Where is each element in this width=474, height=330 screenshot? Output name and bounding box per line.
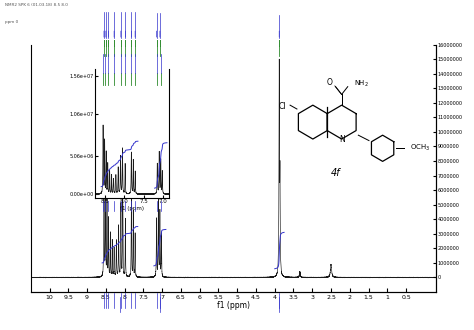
X-axis label: f1 (ppm): f1 (ppm) (217, 301, 250, 310)
Text: NH$_2$: NH$_2$ (354, 79, 369, 89)
Text: 4f: 4f (331, 168, 340, 178)
Text: ppm 0: ppm 0 (5, 20, 18, 24)
X-axis label: f1 (ppm): f1 (ppm) (120, 206, 144, 211)
Text: N: N (339, 135, 345, 144)
Text: OCH$_3$: OCH$_3$ (410, 143, 430, 153)
Text: O: O (327, 78, 332, 86)
Text: NMR2 SPK 6 (01.03.18) 8.5 8.0: NMR2 SPK 6 (01.03.18) 8.5 8.0 (5, 3, 68, 7)
Text: Cl: Cl (279, 102, 286, 111)
